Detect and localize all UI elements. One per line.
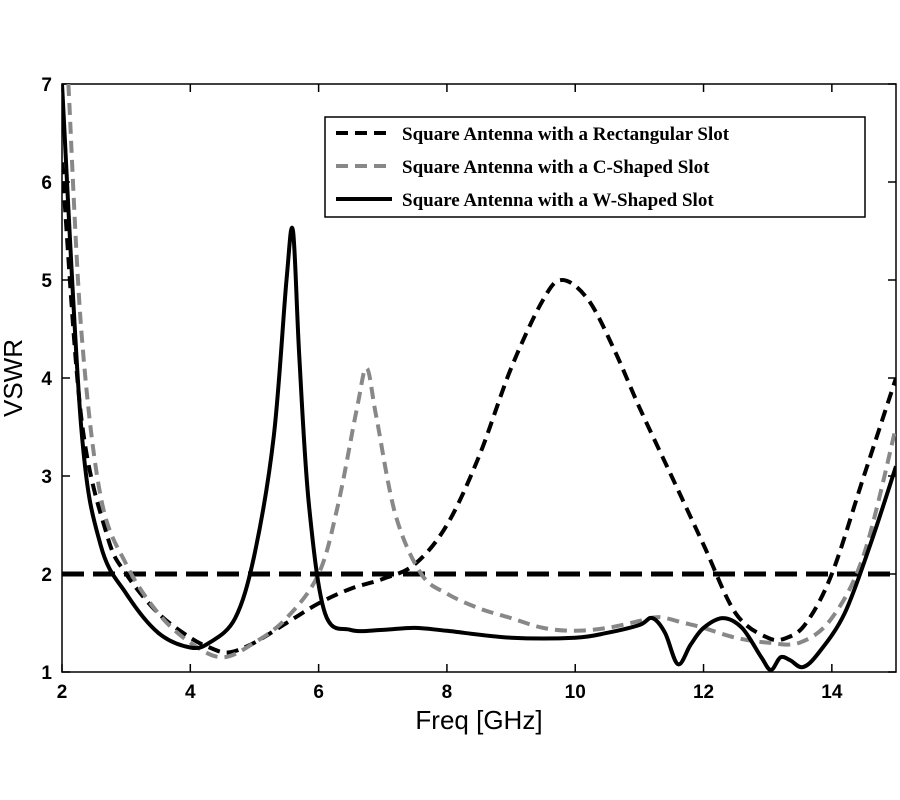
- series-group: [62, 84, 896, 672]
- y-tick-label-1: 2: [41, 565, 52, 586]
- x-tick-label-4: 10: [565, 682, 586, 703]
- legend-label-w-shaped-slot: Square Antenna with a W-Shaped Slot: [402, 190, 714, 211]
- x-axis-label: Freq [GHz]: [415, 705, 542, 735]
- legend-box: [324, 116, 866, 218]
- y-tick-label-0: 1: [41, 663, 52, 684]
- legend-label-rectangular-slot: Square Antenna with a Rectangular Slot: [402, 124, 730, 145]
- y-tick-label-2: 3: [41, 467, 52, 488]
- legend-label-c-shaped-slot: Square Antenna with a C-Shaped Slot: [402, 157, 710, 178]
- x-tick-label-0: 2: [57, 682, 68, 703]
- series-line-w-shaped-slot: [62, 84, 896, 672]
- y-tick-label-3: 4: [41, 369, 52, 390]
- y-tick-label-6: 7: [41, 75, 52, 96]
- y-axis-label: VSWR: [0, 339, 28, 417]
- y-tick-label-4: 5: [41, 271, 52, 292]
- x-tick-label-1: 4: [185, 682, 196, 703]
- legend: Square Antenna with a Rectangular Slot Sq…: [324, 116, 866, 218]
- y-tick-label-5: 6: [41, 173, 52, 194]
- x-tick-label-6: 14: [821, 682, 843, 703]
- x-tick-label-5: 12: [693, 682, 714, 703]
- x-tick-label-3: 8: [442, 682, 453, 703]
- x-tick-label-2: 6: [313, 682, 324, 703]
- series-line-c-shaped-slot: [66, 84, 896, 660]
